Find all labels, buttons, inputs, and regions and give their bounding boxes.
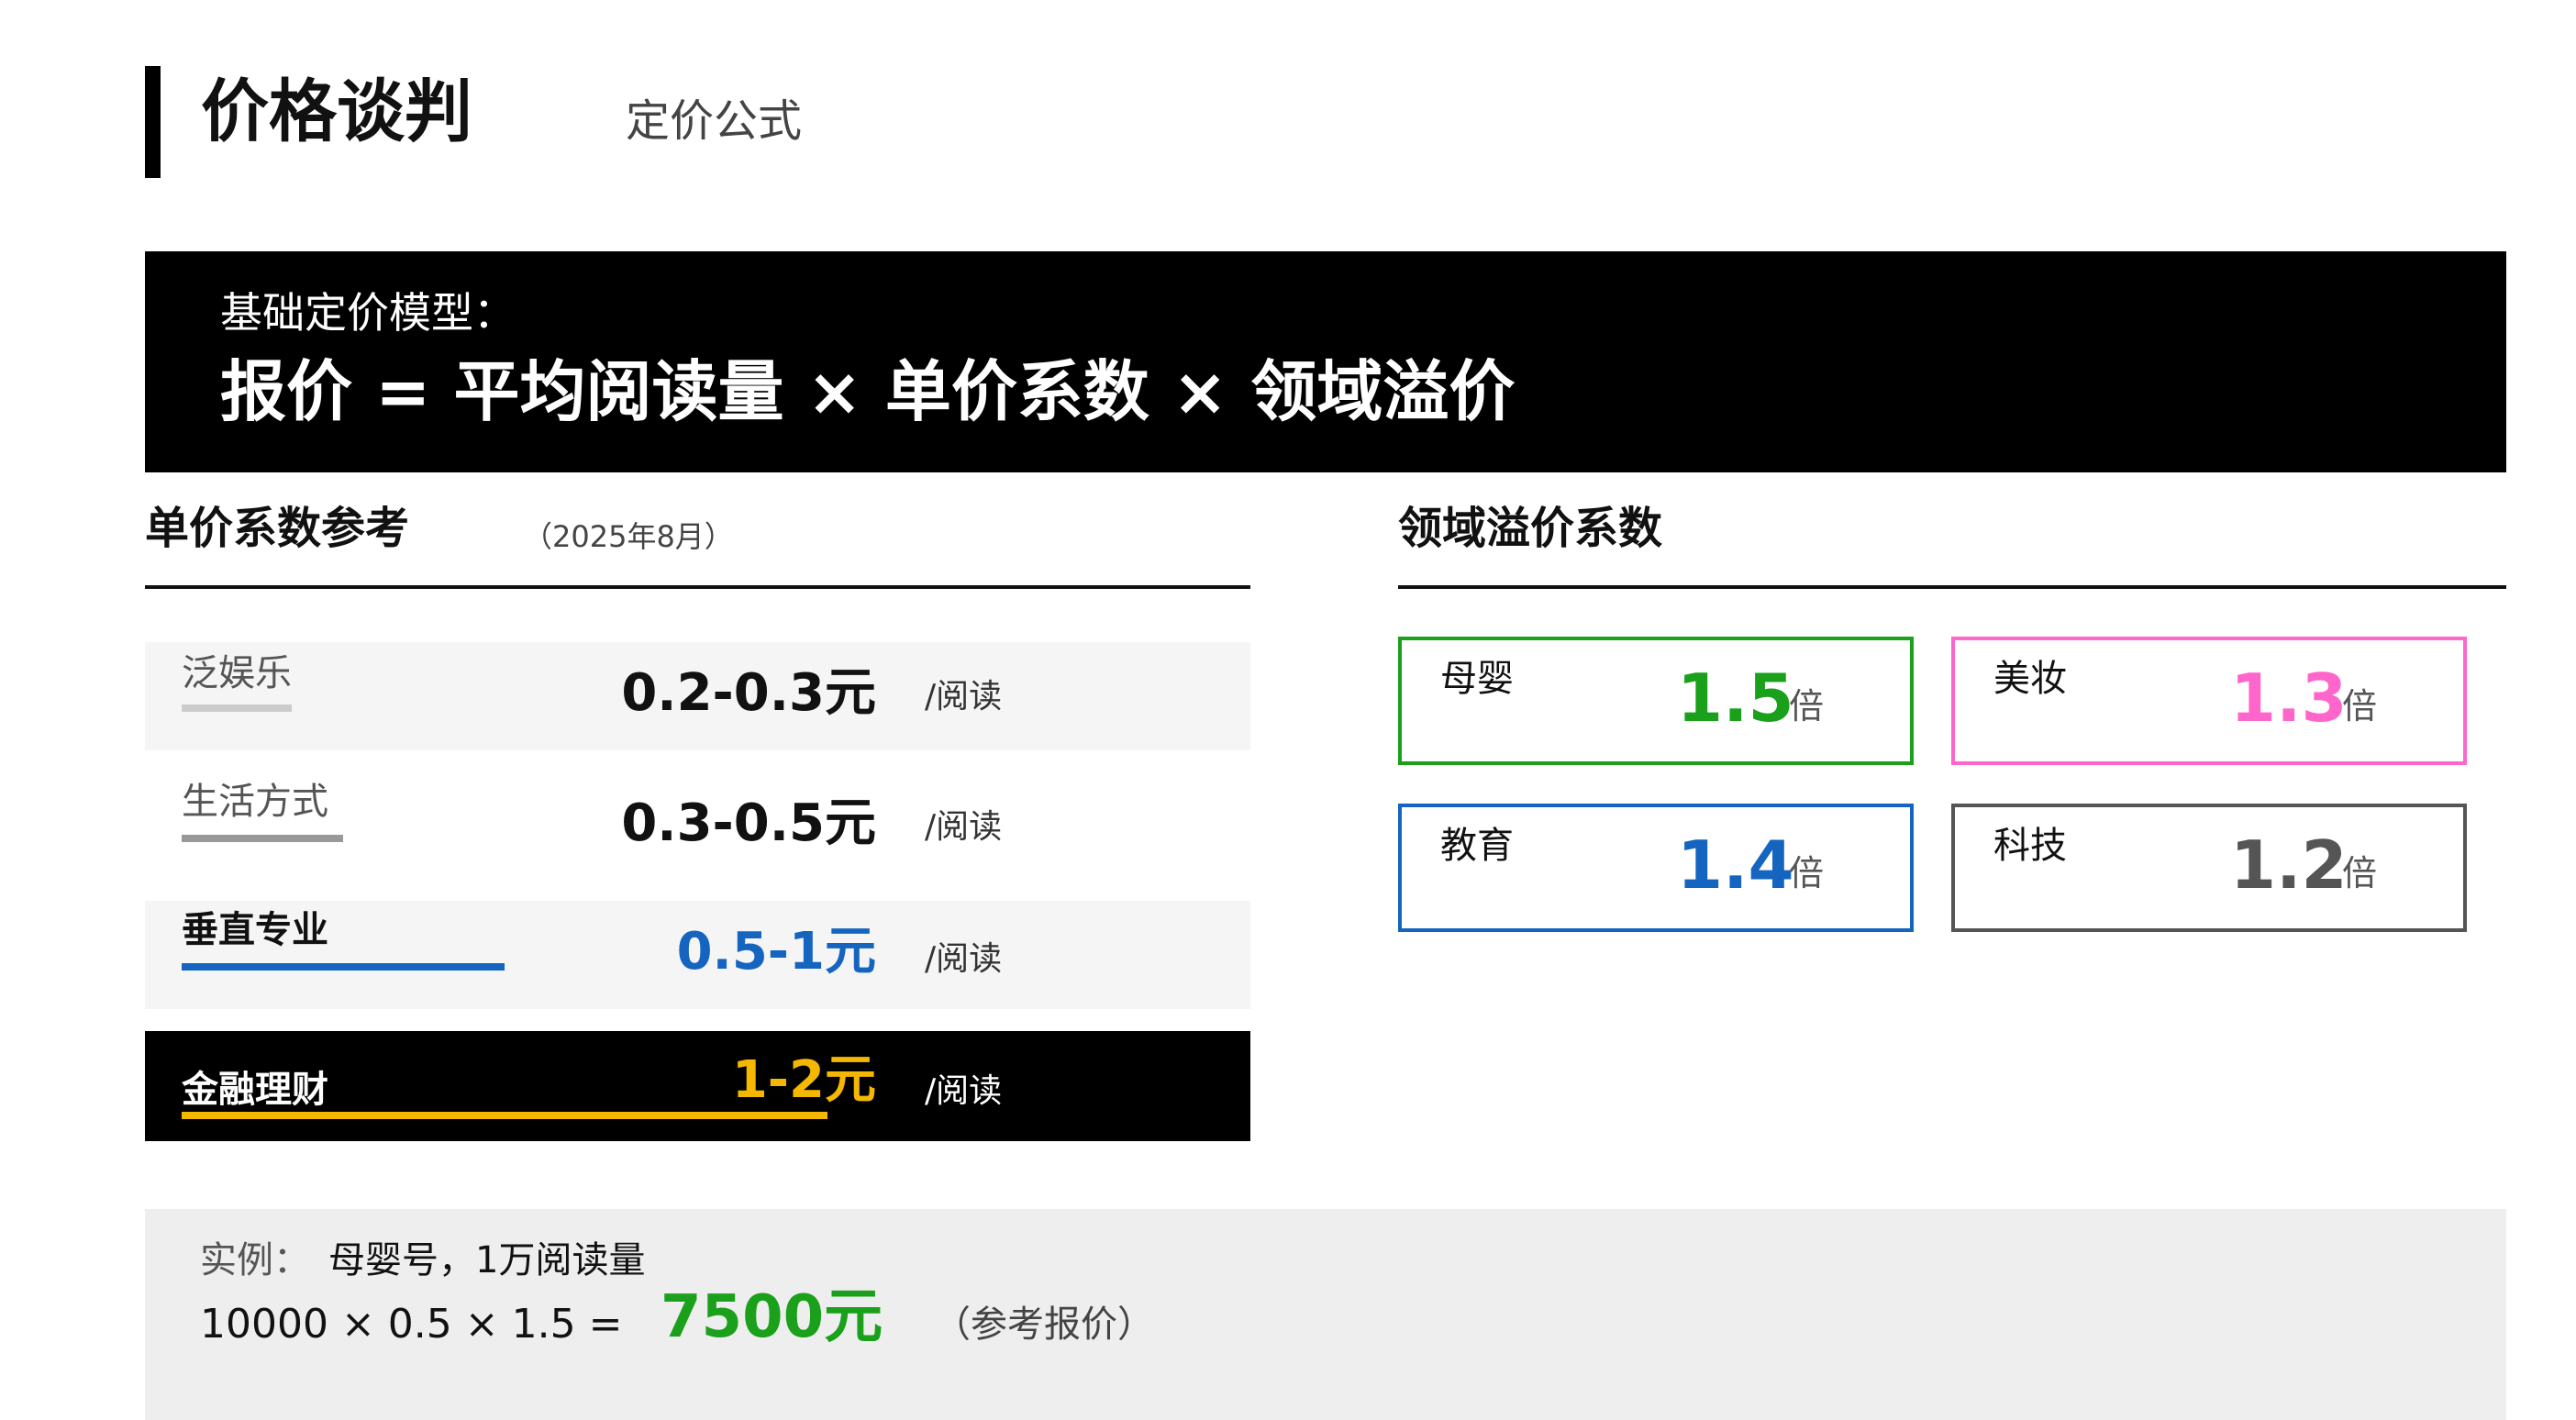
row-price: 0.2-0.3元 — [621, 663, 876, 723]
card-unit: 倍 — [2342, 686, 2378, 727]
row-unit: /阅读 — [925, 678, 1003, 716]
row-bar — [182, 963, 505, 971]
card-value: 1.2 — [2230, 826, 2348, 904]
card-name: 母婴 — [1440, 658, 1514, 700]
example-desc: 母婴号，1万阅读量 — [328, 1239, 646, 1281]
row-price: 0.3-0.5元 — [621, 793, 876, 853]
premium-title: 领域溢价系数 — [1398, 503, 1663, 554]
row-label: 垂直专业 — [182, 909, 328, 951]
card-value: 1.4 — [1677, 826, 1794, 904]
price-row-entertainment: 泛娱乐 0.2-0.3元 /阅读 — [145, 642, 1250, 750]
example-box — [145, 1209, 2506, 1420]
row-price: 0.5-1元 — [676, 922, 876, 982]
unit-price-note: （2025年8月） — [523, 519, 734, 554]
price-row-finance: 金融理财 1-2元 /阅读 — [145, 1031, 1250, 1141]
card-unit: 倍 — [2342, 853, 2378, 893]
unit-price-title: 单价系数参考 — [145, 503, 410, 554]
formula-box — [145, 251, 2506, 472]
formula-label: 基础定价模型： — [220, 288, 516, 338]
price-row-lifestyle: 生活方式 0.3-0.5元 /阅读 — [145, 772, 1250, 881]
card-name: 科技 — [1993, 825, 2067, 867]
premium-card-mother-baby: 母婴 1.5 倍 — [1398, 637, 1914, 765]
unit-price-rule — [145, 585, 1250, 589]
premium-card-tech: 科技 1.2 倍 — [1951, 804, 2467, 932]
example-calc: 10000 × 0.5 × 1.5 = — [200, 1301, 623, 1348]
example-note: （参考报价） — [934, 1304, 1154, 1346]
row-bar — [182, 704, 292, 712]
premium-card-education: 教育 1.4 倍 — [1398, 804, 1914, 932]
row-unit: /阅读 — [925, 940, 1003, 978]
row-unit: /阅读 — [925, 808, 1003, 846]
page-subtitle: 定价公式 — [626, 95, 803, 147]
row-bar — [182, 1112, 827, 1119]
row-label: 金融理财 — [182, 1069, 328, 1111]
premium-rule — [1398, 585, 2506, 589]
card-name: 教育 — [1440, 825, 1514, 867]
row-bar — [182, 835, 343, 842]
price-row-vertical: 垂直专业 0.5-1元 /阅读 — [145, 901, 1250, 1009]
card-value: 1.5 — [1677, 660, 1794, 737]
card-unit: 倍 — [1789, 853, 1825, 893]
row-price: 1-2元 — [731, 1050, 876, 1110]
title-accent-bar — [145, 66, 161, 178]
card-unit: 倍 — [1789, 686, 1825, 727]
formula-text: 报价 = 平均阅读量 × 单价系数 × 领域溢价 — [220, 353, 1516, 430]
example-result: 7500元 — [661, 1283, 883, 1351]
card-value: 1.3 — [2230, 660, 2348, 737]
premium-card-beauty: 美妆 1.3 倍 — [1951, 637, 2467, 765]
example-label: 实例： — [200, 1239, 310, 1281]
card-name: 美妆 — [1993, 658, 2067, 700]
row-unit: /阅读 — [925, 1072, 1003, 1110]
page-title: 价格谈判 — [201, 72, 472, 151]
row-label: 生活方式 — [182, 781, 328, 823]
row-label: 泛娱乐 — [182, 652, 292, 694]
